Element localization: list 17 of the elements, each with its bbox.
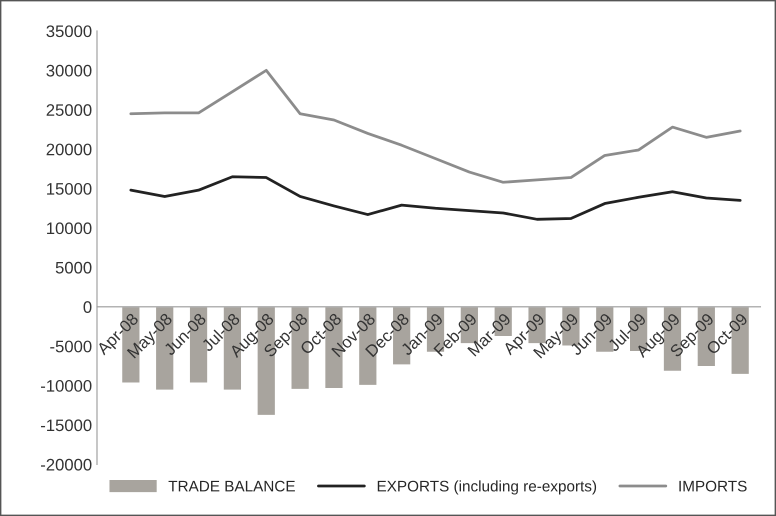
line-series: [129, 68, 742, 184]
y-tick-label: -5000: [50, 340, 92, 352]
y-tick-label: 20000: [46, 144, 92, 156]
y-tick-label: 10000: [47, 222, 92, 234]
y-tick-label: -20000: [40, 458, 92, 471]
legend-label: EXPORTS (including re-exports): [378, 480, 596, 495]
y-tick-label: 35000: [46, 25, 92, 38]
y-tick-label: 25000: [46, 104, 92, 116]
y-tick-label: -10000: [40, 380, 92, 392]
y-tick-label: 5000: [56, 262, 92, 274]
y-tick-label: 0: [84, 301, 92, 313]
line-series: [129, 175, 742, 221]
y-tick-label: 30000: [46, 64, 92, 77]
legend-label: TRADE BALANCE: [168, 480, 295, 492]
y-tick-label: -15000: [40, 419, 92, 432]
legend-label: IMPORTS: [679, 480, 747, 492]
y-tick-label: 15000: [47, 182, 92, 195]
